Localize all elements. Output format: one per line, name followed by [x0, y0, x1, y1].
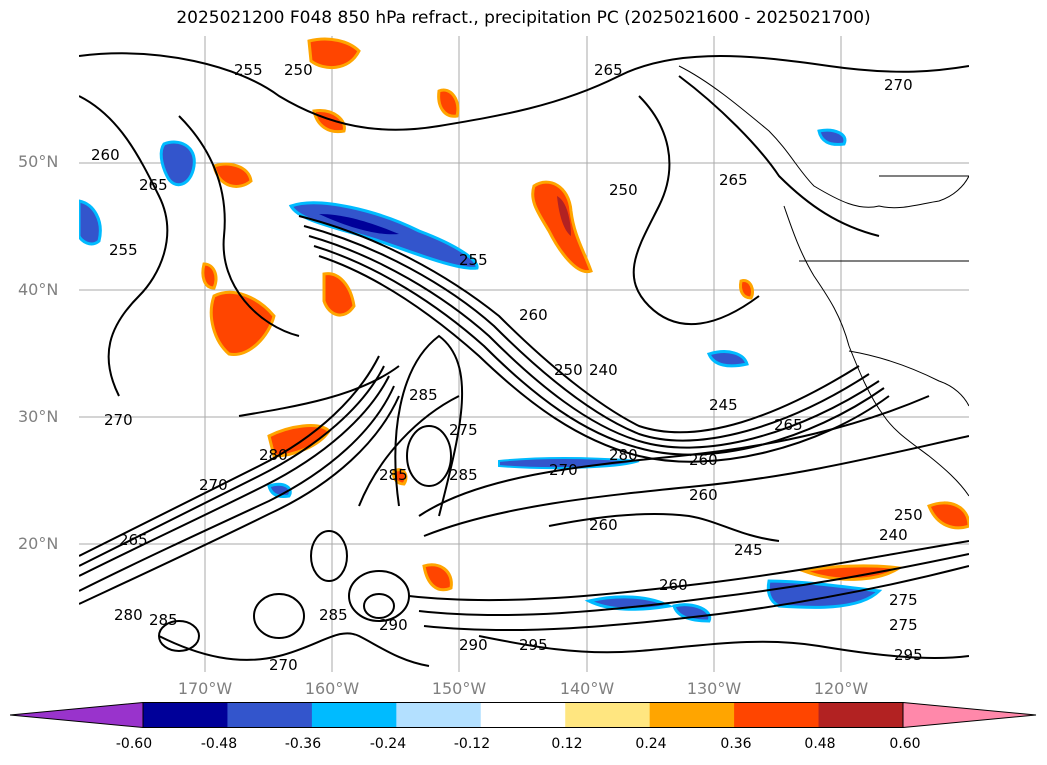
colorbar-label: 0.12	[551, 736, 583, 752]
contour-label: 285	[319, 606, 348, 624]
contour-label: 260	[589, 516, 618, 534]
contour-label: 260	[689, 451, 718, 469]
contour-label: 250	[609, 181, 638, 199]
colorbar-label: 0.24	[635, 736, 667, 752]
contour-label: 290	[379, 616, 408, 634]
colorbar-frame	[142, 702, 904, 728]
colorbar-label: -0.36	[284, 736, 322, 752]
lat-tick-20: 20°N	[18, 534, 59, 553]
contour-label: 250	[554, 361, 583, 379]
colorbar-segments	[10, 702, 1037, 728]
contour-label: 290	[459, 636, 488, 654]
contour-label: 265	[719, 171, 748, 189]
lon-tick-140w: 140°W	[559, 679, 615, 698]
contour-label: 260	[659, 576, 688, 594]
lon-tick-120w: 120°W	[813, 679, 869, 698]
lon-tick-150w: 150°W	[431, 679, 487, 698]
colorbar-segment	[480, 702, 566, 728]
contour-label: 280	[259, 446, 288, 464]
contour-label: 265	[119, 531, 148, 549]
contour-label: 285	[449, 466, 478, 484]
contour-label: 260	[91, 146, 120, 164]
contour-label: 270	[884, 76, 913, 94]
contour-label: 285	[149, 611, 178, 629]
colorbar-label: -0.12	[453, 736, 491, 752]
contour-label: 255	[109, 241, 138, 259]
contour-label: 285	[409, 386, 438, 404]
contour-label: 265	[774, 416, 803, 434]
contour-label: 250	[894, 506, 923, 524]
lat-tick-50: 50°N	[18, 152, 59, 171]
map-panel[interactable]: 255 250 265 270 260 265 255 250 265 255 260 250 240 2…	[79, 36, 969, 672]
colorbar-label: 0.60	[889, 736, 921, 752]
colorbar-label: -0.48	[200, 736, 238, 752]
colorbar-label: -0.24	[369, 736, 407, 752]
colorbar-segment	[818, 702, 904, 728]
precip-shading	[79, 37, 969, 623]
colorbar-label: 0.48	[804, 736, 836, 752]
lat-tick-40: 40°N	[18, 280, 59, 299]
contour-label: 240	[589, 361, 618, 379]
contour-label: 255	[459, 251, 488, 269]
contour-label: 275	[889, 591, 918, 609]
contour-label: 270	[269, 656, 298, 672]
colorbar-extend-min	[10, 702, 144, 728]
contour-label: 265	[594, 61, 623, 79]
contour-label: 260	[689, 486, 718, 504]
contour-label: 270	[104, 411, 133, 429]
contour-label: 280	[609, 446, 638, 464]
contour-label: 285	[379, 466, 408, 484]
coastline	[678, 65, 969, 497]
lon-tick-170w: 170°W	[177, 679, 233, 698]
contour-label: 275	[889, 616, 918, 634]
colorbar-segment	[143, 702, 228, 728]
lon-tick-160w: 160°W	[304, 679, 360, 698]
contour-label: 240	[879, 526, 908, 544]
contour-label: 295	[894, 646, 923, 664]
colorbar-label: 0.36	[720, 736, 752, 752]
refractivity-contours	[79, 52, 969, 667]
contour-label: 270	[549, 461, 578, 479]
contour-label: 280	[114, 606, 143, 624]
contour-label: 295	[519, 636, 548, 654]
contour-label: 265	[139, 176, 168, 194]
lon-tick-130w: 130°W	[686, 679, 742, 698]
colorbar-extend-max	[902, 702, 1037, 728]
colorbar-segment	[396, 702, 482, 728]
map-canvas	[79, 36, 969, 672]
colorbar-segment	[734, 702, 820, 728]
contour-label: 250	[284, 61, 313, 79]
contour-label: 245	[709, 396, 738, 414]
colorbar-segment	[227, 702, 313, 728]
contour-label: 270	[199, 476, 228, 494]
colorbar	[10, 702, 1037, 728]
contour-label: 275	[449, 421, 478, 439]
colorbar-label: -0.60	[115, 736, 153, 752]
colorbar-segment	[311, 702, 397, 728]
contour-label: 245	[734, 541, 763, 559]
contour-label: 255	[234, 61, 263, 79]
map-title: 2025021200 F048 850 hPa refract., precip…	[176, 8, 871, 28]
colorbar-segment	[649, 702, 735, 728]
lat-tick-30: 30°N	[18, 407, 59, 426]
colorbar-segment	[565, 702, 651, 728]
contour-label: 260	[519, 306, 548, 324]
